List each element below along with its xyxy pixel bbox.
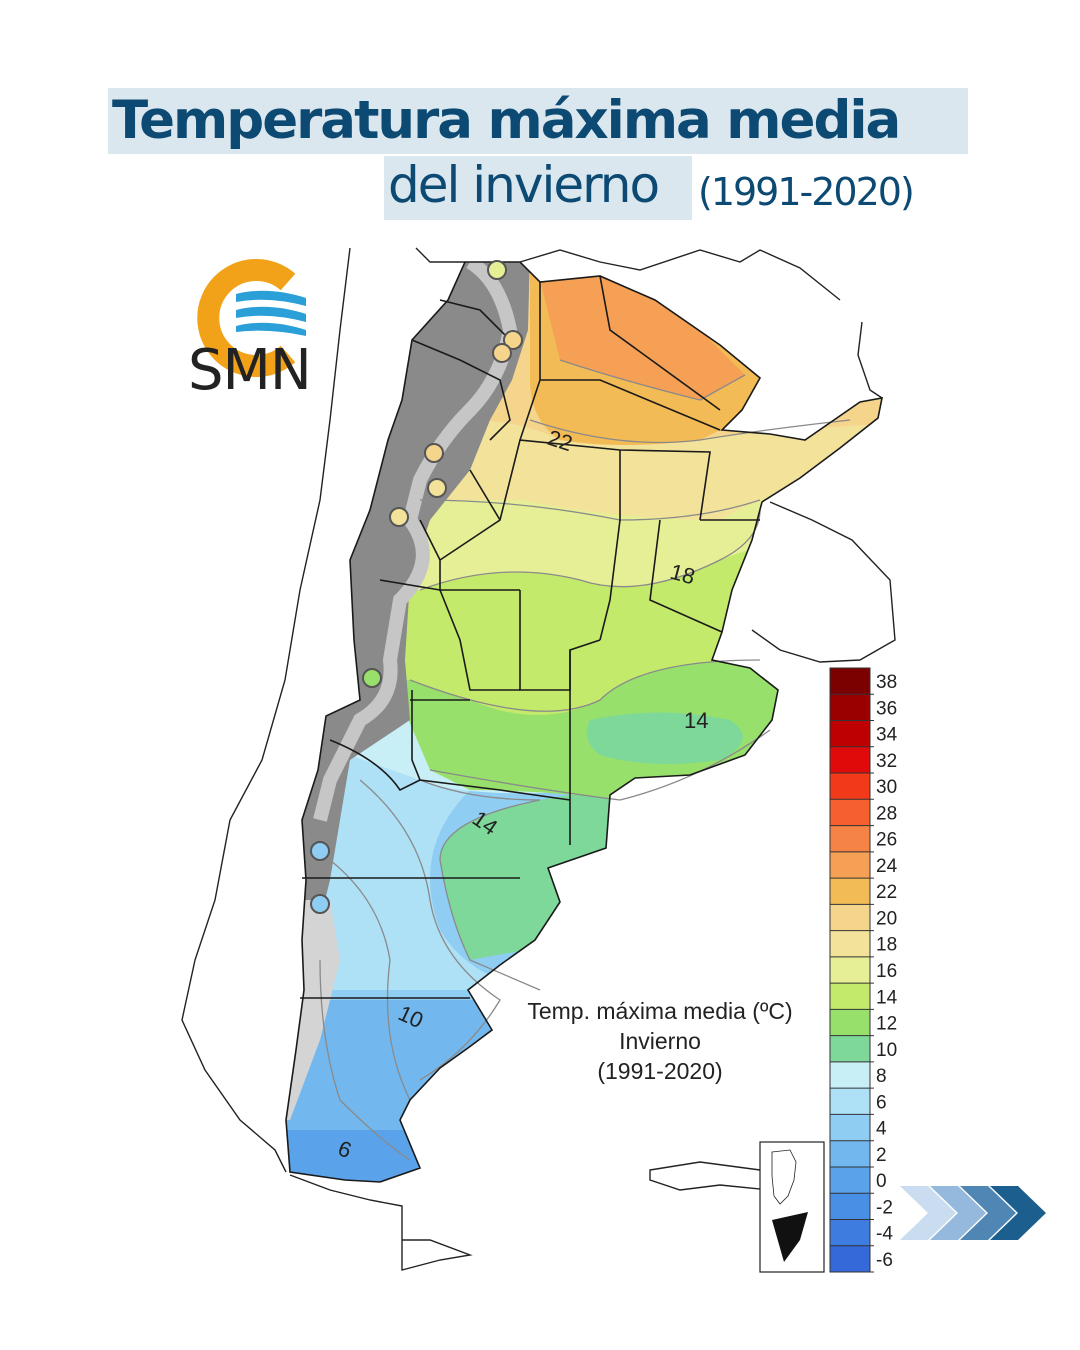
legend-tick-label: 4 [876, 1119, 887, 1140]
legend-swatch [830, 1009, 870, 1037]
legend-swatch [830, 825, 870, 853]
page-subtitle: del invierno [388, 156, 660, 214]
legend-tick-label: 30 [876, 777, 897, 798]
legend-swatch [830, 956, 870, 984]
inset-location-map [759, 1141, 825, 1273]
legend-tick-label: 38 [876, 672, 897, 693]
legend-swatch [830, 694, 870, 722]
legend-colorbar: 38363432302826242220181614121086420-2-4-… [829, 667, 898, 1273]
legend-title-line-3: (1991-2020) [597, 1058, 723, 1084]
legend-swatch [830, 746, 870, 774]
smn-logo-icon [197, 259, 306, 377]
legend-swatch [830, 1035, 870, 1063]
legend-swatch [830, 668, 870, 695]
legend-swatch [830, 1219, 870, 1247]
legend-tick-label: 34 [876, 725, 898, 746]
legend-swatch [830, 799, 870, 827]
legend-swatch [830, 930, 870, 958]
smn-logo-text: SMN [188, 338, 312, 403]
legend-tick-label: -6 [876, 1250, 893, 1271]
province-borders [285, 261, 884, 1183]
legend-tick-label: 12 [876, 1014, 897, 1035]
title-highlight-1 [108, 88, 968, 154]
legend-tick-label: 0 [876, 1171, 887, 1192]
legend-tick-label: 8 [876, 1066, 887, 1087]
legend-swatch [830, 1088, 870, 1115]
legend-swatch [830, 1114, 870, 1142]
page-title: Temperatura máxima media [112, 90, 901, 151]
legend-tick-label: -2 [876, 1197, 893, 1218]
legend-tick-label: 16 [876, 961, 897, 982]
legend-swatch [830, 983, 870, 1010]
contour-label-14a: 14 [684, 708, 708, 733]
legend-tick-label: 20 [876, 908, 897, 929]
legend-tick-label: 10 [876, 1040, 897, 1061]
station-markers [310, 260, 523, 914]
legend-tick-label: 26 [876, 830, 897, 851]
page-period: (1991-2020) [698, 170, 915, 214]
legend-tick-label: 36 [876, 698, 897, 719]
legend-swatch [830, 904, 870, 932]
title-highlight-2 [384, 156, 692, 220]
legend-swatch [830, 773, 870, 800]
contour-lines [319, 359, 851, 1161]
legend-swatch [830, 1193, 870, 1220]
legend-swatch [830, 878, 870, 905]
legend-swatch [830, 1140, 870, 1168]
legend-swatch [830, 851, 870, 879]
legend-tick-label: 2 [876, 1145, 887, 1166]
legend-tick-label: -4 [876, 1224, 893, 1245]
legend-tick-label: 28 [876, 803, 897, 824]
legend-swatch [830, 1061, 870, 1089]
legend-title-line-2: Invierno [619, 1028, 701, 1054]
legend-swatch [830, 1166, 870, 1194]
legend-tick-label: 24 [876, 856, 898, 877]
next-arrows-icon[interactable] [900, 1182, 1050, 1244]
legend-tick-label: 6 [876, 1092, 887, 1113]
legend-swatch [830, 1245, 870, 1273]
legend-tick-label: 18 [876, 935, 897, 956]
legend-tick-label: 14 [876, 987, 898, 1008]
legend-title: Temp. máxima media (ºC) Invierno (1991-2… [488, 996, 832, 1086]
legend-title-line-1: Temp. máxima media (ºC) [527, 998, 793, 1024]
legend-tick-label: 32 [876, 751, 897, 772]
legend-swatch [830, 720, 870, 748]
legend-tick-label: 22 [876, 882, 897, 903]
